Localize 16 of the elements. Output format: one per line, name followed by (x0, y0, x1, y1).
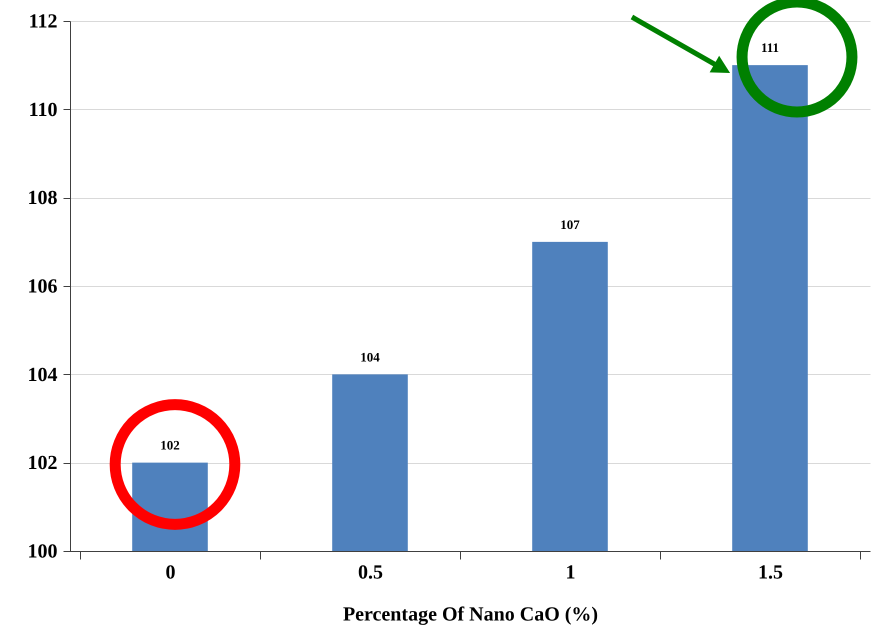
x-tick-label: 0.5 (358, 562, 383, 584)
y-tick-label: 106 (28, 276, 58, 298)
x-tick-label: 1 (566, 562, 576, 584)
y-tick-label: 108 (28, 187, 58, 210)
y-tick-label: 112 (28, 10, 58, 32)
x-tick-label: 1.5 (758, 562, 783, 584)
data-label: 104 (360, 349, 380, 364)
data-label: 102 (160, 438, 180, 453)
y-tick-label: 110 (28, 98, 58, 121)
x-tick-label: 0 (166, 562, 176, 584)
x-axis-title: Percentage Of Nano CaO (%) (342, 604, 598, 626)
data-label: 111 (760, 40, 780, 56)
y-tick-label: 104 (28, 364, 58, 386)
y-tick-label: 100 (28, 540, 58, 562)
data-label: 107 (560, 216, 580, 232)
y-tick-label: 102 (28, 452, 58, 474)
